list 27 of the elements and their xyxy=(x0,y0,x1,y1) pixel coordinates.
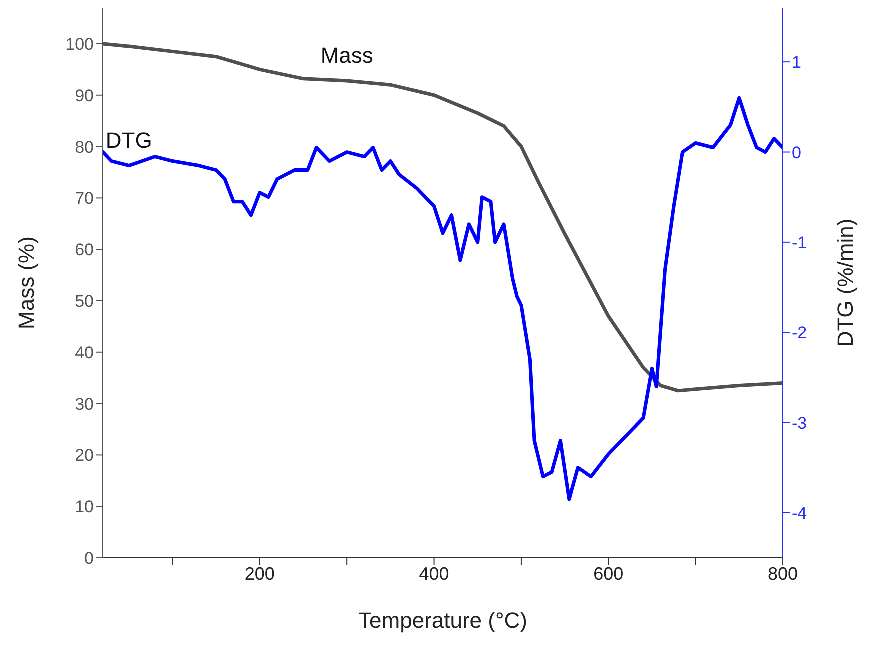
x-tick-label: 400 xyxy=(419,564,450,584)
y-tick-label: 60 xyxy=(75,240,94,260)
x-axis-title: Temperature (°C) xyxy=(358,608,528,633)
y-tick-label: 90 xyxy=(75,86,94,106)
y-tick-label: 10 xyxy=(75,498,94,517)
line-series xyxy=(103,96,783,502)
y-tick-label: 20 xyxy=(75,446,94,466)
x-tick-label: 800 xyxy=(768,564,798,584)
x-tick-label: 200 xyxy=(244,564,275,584)
y-tick-label: 30 xyxy=(75,394,94,414)
y2-tick-label: 1 xyxy=(792,53,802,72)
y-tick-label: 0 xyxy=(84,549,94,568)
y2-tick-label: -4 xyxy=(792,504,808,523)
y-tick-label: 80 xyxy=(75,138,94,157)
y2-axis-title: DTG (%/min) xyxy=(832,218,858,348)
series-label: Mass xyxy=(320,42,374,68)
y2-tick-label: 0 xyxy=(792,143,802,162)
y-tick-label: 100 xyxy=(66,35,94,54)
x-tick-label: 600 xyxy=(594,564,624,584)
y2-tick-label: -2 xyxy=(792,324,808,343)
y2-tick-label: -1 xyxy=(792,233,808,252)
y-axis-title: Mass (%) xyxy=(14,236,39,330)
y-tick-label: 40 xyxy=(75,343,94,362)
y-tick-label: 70 xyxy=(75,189,94,208)
y-tick-label: 50 xyxy=(75,292,94,312)
series-label: DTG xyxy=(106,128,152,153)
y2-tick-label: -3 xyxy=(792,414,808,433)
